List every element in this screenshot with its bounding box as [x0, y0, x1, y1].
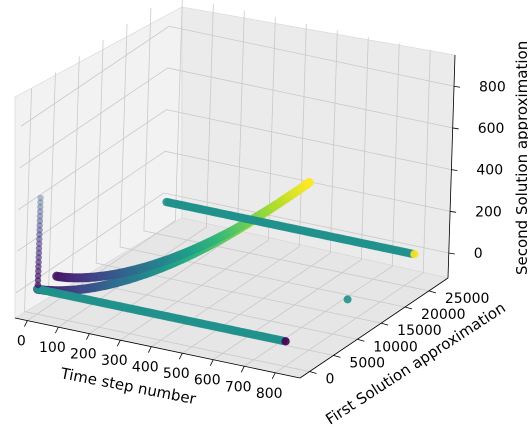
x-tick-label: 600 [194, 373, 221, 389]
x-tick-label: 500 [163, 366, 190, 382]
x-axis-line [14, 317, 301, 379]
y-grid-line [119, 24, 406, 308]
z-tick [452, 127, 459, 130]
y-tick [404, 306, 413, 310]
tick-labels: 0 100 200 300 400 500 600 700 800050001000015000… [17, 79, 506, 402]
data-point [35, 268, 42, 275]
data-point [35, 263, 42, 270]
z-tick-label: 600 [478, 121, 505, 137]
z-grid-line [16, 150, 451, 252]
z-grid-line [19, 67, 453, 169]
data-point [343, 295, 352, 304]
data-point [37, 203, 44, 211]
data-point [34, 272, 42, 279]
data-point [36, 213, 44, 220]
z-grid-line [20, 25, 455, 127]
data-point [37, 208, 44, 215]
data-point [304, 177, 314, 188]
z-tick-label: 400 [476, 163, 503, 179]
data-point [36, 217, 44, 224]
x-grid-line [120, 17, 276, 341]
y-tick-label: 25000 [445, 291, 490, 307]
z-tick-label: 200 [475, 204, 502, 220]
y-tick [309, 371, 317, 374]
x-tick-label: 200 [70, 347, 97, 363]
data-point [36, 235, 43, 243]
x-tick [85, 333, 90, 340]
z-grid-line [18, 109, 452, 210]
x-tick-label: 0 [17, 334, 26, 350]
data-point [36, 240, 43, 247]
tick-marks [24, 85, 461, 379]
y-tick-label: 0 [326, 372, 335, 388]
y-grid-line [95, 40, 382, 324]
data-points [33, 177, 419, 346]
x-tick [209, 359, 214, 366]
data-point [36, 231, 43, 238]
data-point [35, 258, 42, 266]
x-tick [55, 326, 59, 334]
x-grid-line [58, 4, 214, 328]
x-tick-label: 300 [101, 353, 128, 369]
x-grid-line [213, 36, 369, 361]
x-tick [178, 353, 183, 360]
data-point [35, 254, 42, 261]
x-tick [147, 346, 152, 353]
data-point [36, 222, 43, 229]
data-point [34, 277, 42, 284]
z-tick [450, 210, 457, 213]
z-tick [451, 169, 458, 172]
z-tick-label: 800 [479, 79, 506, 95]
y-tick-label: 15000 [397, 323, 442, 339]
x-tick [240, 366, 245, 373]
x-grid-line [151, 23, 307, 348]
y-tick-label: 10000 [373, 339, 418, 355]
x-tick [116, 339, 121, 347]
data-point [37, 199, 44, 206]
data-point [37, 194, 44, 202]
data-point [35, 249, 43, 257]
y-tick [428, 290, 437, 294]
data-point [35, 245, 43, 252]
z-tick-label: 0 [474, 246, 483, 262]
y-tick-label: 5000 [349, 355, 385, 371]
x-tick-label: 100 [39, 340, 66, 356]
x-grid-line [274, 49, 431, 374]
y-tick [381, 322, 389, 326]
grid-lines [15, 0, 455, 374]
x-grid-line [244, 43, 400, 367]
y-axis-line [299, 277, 449, 379]
x-tick [271, 372, 276, 379]
y-grid-line [24, 88, 310, 372]
data-point [34, 281, 42, 289]
y-tick [333, 355, 341, 358]
x-grid-line [182, 30, 338, 354]
z-grid-line [15, 192, 449, 294]
z-tick [453, 85, 461, 88]
y-tick [357, 338, 365, 342]
data-point [36, 226, 43, 234]
x-tick [24, 320, 28, 327]
x-tick-label: 800 [256, 386, 283, 402]
y-grid-line [143, 7, 429, 292]
z-axis-label: Second Solution approximation [513, 41, 528, 275]
x-tick-label: 400 [132, 360, 159, 376]
z-axis-line [447, 54, 456, 279]
data-point [281, 337, 290, 346]
y-tick-label: 20000 [421, 307, 466, 323]
data-point [410, 250, 419, 259]
z-tick [448, 252, 455, 255]
x-tick-label: 700 [225, 379, 252, 395]
